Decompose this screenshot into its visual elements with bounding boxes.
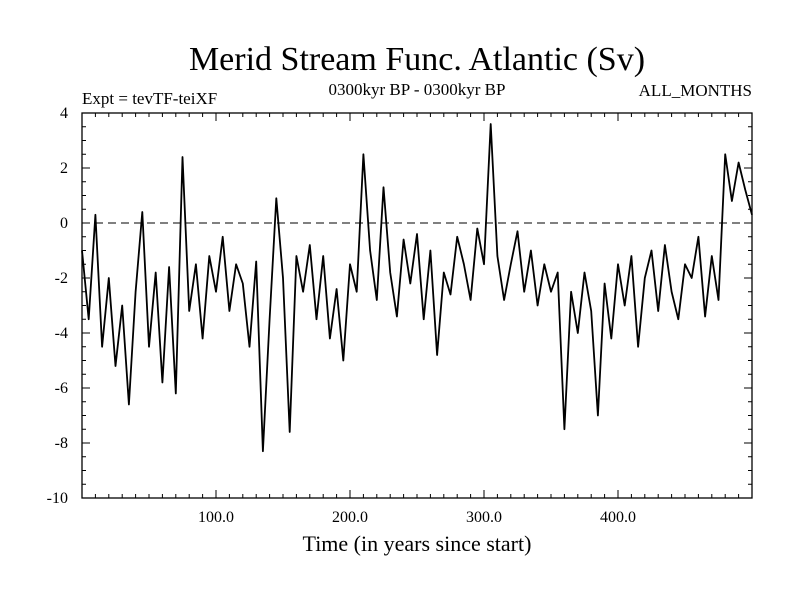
y-tick-label: -2 [55,270,68,287]
y-tick-label: -10 [47,490,68,507]
series-line-0 [81,123,753,453]
x-tick-label: 100.0 [198,509,234,526]
experiment-label: Expt = tevTF-teiXF [82,89,217,108]
y-tick-label: 0 [60,215,68,232]
x-tick-label: 400.0 [600,509,636,526]
x-tick-label: 200.0 [332,509,368,526]
x-tick-label: 300.0 [466,509,502,526]
chart-subtitle: 0300kyr BP - 0300kyr BP [329,80,506,99]
y-tick-label: -8 [55,435,68,452]
y-tick-label: 2 [60,160,68,177]
plot-frame [81,112,753,499]
y-tick-label: -4 [55,325,68,342]
y-tick-label: 4 [60,105,68,122]
months-label: ALL_MONTHS [639,81,752,100]
x-axis-label: Time (in years since start) [303,531,532,556]
y-tick-label: -6 [55,380,68,397]
chart-title: Merid Stream Func. Atlantic (Sv) [189,41,645,78]
